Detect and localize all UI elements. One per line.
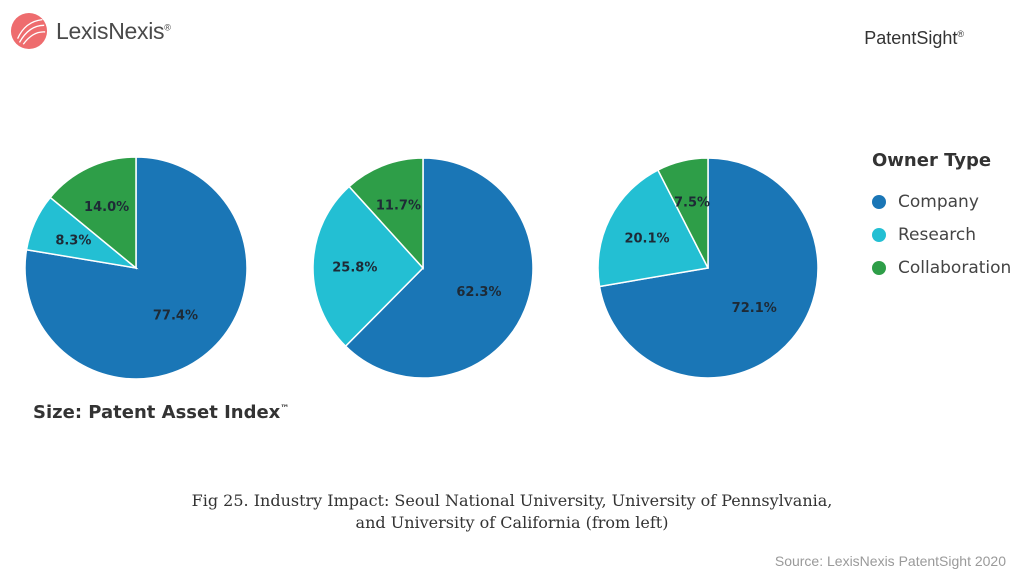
pie-slice-research bbox=[597, 169, 710, 288]
legend-label-company: Company bbox=[898, 191, 979, 212]
legend-dot-research bbox=[872, 227, 886, 242]
pie-label-research: 20.1% bbox=[624, 231, 669, 246]
lexisnexis-logo-icon bbox=[10, 12, 48, 50]
lexisnexis-logo-mark: ® bbox=[164, 21, 171, 32]
patentsight-logo: PatentSight® bbox=[864, 28, 964, 49]
legend: Owner Type Company Research Collaboratio… bbox=[872, 150, 1011, 284]
size-note-mark: ™ bbox=[280, 404, 290, 414]
legend-dot-company bbox=[872, 194, 886, 209]
lexisnexis-logo: LexisNexis® bbox=[10, 12, 171, 50]
legend-title: Owner Type bbox=[872, 150, 992, 171]
patentsight-logo-text: PatentSight bbox=[864, 28, 958, 48]
pie-slice-collaboration bbox=[656, 157, 709, 269]
patentsight-logo-mark: ® bbox=[957, 29, 964, 39]
pie-label-company: 72.1% bbox=[732, 301, 777, 316]
source-note: Source: LexisNexis PatentSight 2020 bbox=[774, 553, 1006, 569]
figure-caption: Fig 25. Industry Impact: Seoul National … bbox=[0, 490, 1024, 534]
pie-slice-research bbox=[312, 185, 425, 348]
pie-label-collaboration: 14.0% bbox=[84, 200, 129, 215]
pie-label-research: 8.3% bbox=[55, 234, 91, 249]
lexisnexis-logo-text: LexisNexis bbox=[56, 17, 165, 44]
size-note-text: Size: Patent Asset Index bbox=[33, 402, 281, 423]
legend-label-collaboration: Collaboration bbox=[898, 257, 1012, 278]
legend-dot-collaboration bbox=[872, 260, 886, 275]
legend-item-collaboration: Collaboration bbox=[872, 251, 1011, 284]
legend-label-research: Research bbox=[898, 224, 976, 245]
pie-label-company: 77.4% bbox=[153, 309, 198, 324]
pie-label-collaboration: 7.5% bbox=[674, 196, 710, 211]
pie-label-company: 62.3% bbox=[456, 285, 501, 300]
legend-item-research: Research bbox=[872, 218, 1011, 251]
pie-label-research: 25.8% bbox=[332, 260, 377, 275]
pie-slice-collaboration bbox=[49, 156, 137, 270]
caption-line-2: and University of California (from left) bbox=[355, 513, 669, 532]
pie-chart-1: 77.4% 8.3% 14.0% bbox=[24, 156, 248, 380]
pie-chart-2: 62.3% 25.8% 11.7% bbox=[312, 157, 534, 379]
pie-label-collaboration: 11.7% bbox=[376, 198, 421, 213]
legend-item-company: Company bbox=[872, 185, 1011, 218]
caption-line-1: Fig 25. Industry Impact: Seoul National … bbox=[191, 491, 833, 510]
size-note: Size: Patent Asset Index™ bbox=[33, 402, 289, 423]
pie-slice-collaboration bbox=[348, 157, 424, 270]
pie-chart-3: 72.1% 20.1% 7.5% bbox=[597, 157, 819, 379]
pie-slice-company bbox=[344, 157, 534, 379]
